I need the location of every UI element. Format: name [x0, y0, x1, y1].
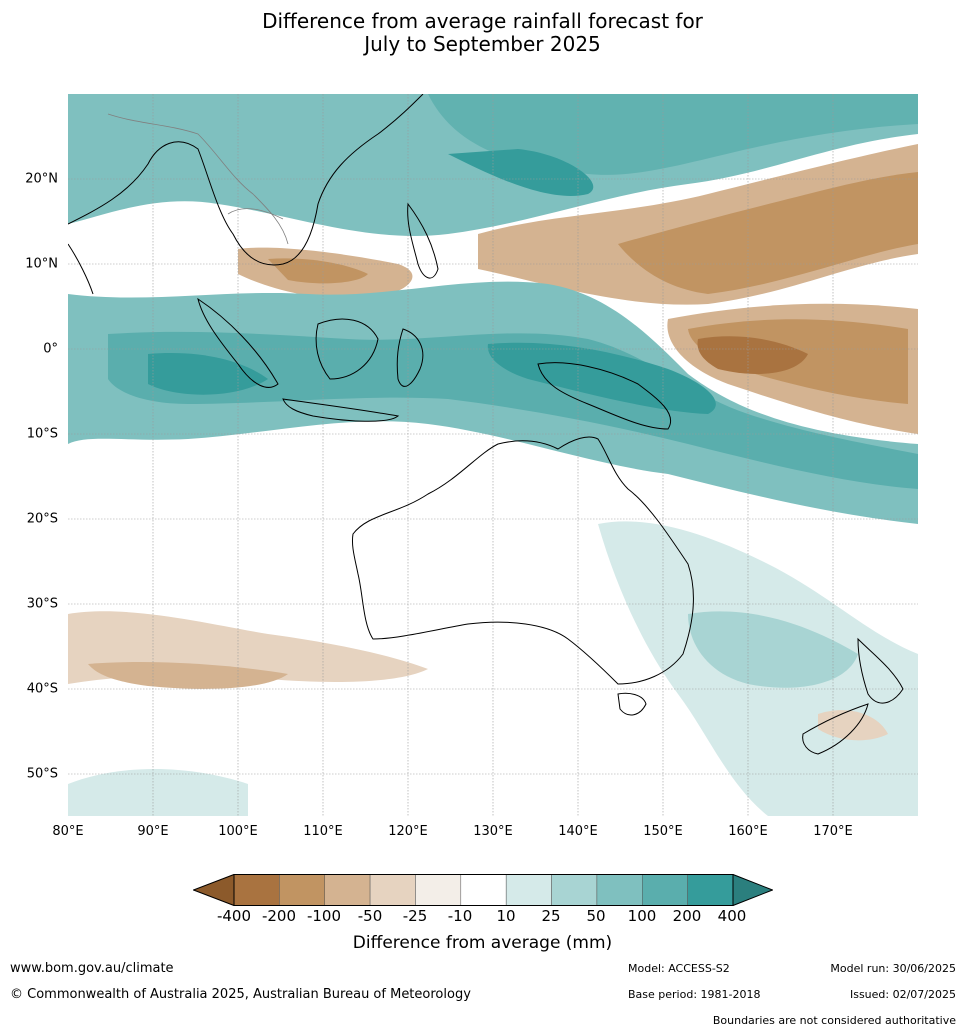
map-title: Difference from average rainfall forecas…	[0, 10, 965, 56]
lat-label-20s: 20°S	[26, 511, 58, 527]
lat-label-20n: 20°N	[25, 171, 58, 187]
asia-coastline	[68, 94, 424, 266]
rainfall-map	[68, 94, 918, 816]
colorbar-tick: -400	[216, 907, 252, 925]
india-coastline	[68, 243, 94, 295]
australia-coastline	[352, 436, 694, 685]
colorbar-cell	[505, 874, 552, 906]
colorbar-tick-labels: -400 -200 -100 -50 -25 -10 10 25 50 100 …	[0, 907, 965, 927]
title-line-2: July to September 2025	[364, 32, 601, 56]
lat-label-10n: 10°N	[25, 256, 58, 272]
colorbar-title: Difference from average (mm)	[352, 933, 613, 953]
lon-label-130e: 130°E	[473, 824, 513, 839]
colorbar-cells	[233, 874, 734, 906]
colorbar-cell	[233, 874, 280, 906]
colorbar-cell	[596, 874, 643, 906]
sumatra-coastline	[197, 297, 279, 388]
title-line-1: Difference from average rainfall forecas…	[262, 9, 703, 33]
colorbar-cell	[460, 874, 507, 906]
model-name: Model: ACCESS-S2	[628, 962, 730, 975]
tasmania-coastline	[617, 692, 647, 716]
colorbar-extend-high	[733, 874, 773, 906]
new-guinea-coastline	[537, 362, 672, 430]
colorbar-cell	[642, 874, 688, 906]
colorbar-tick: 10	[496, 907, 516, 925]
new-zealand-north-coastline	[857, 637, 904, 704]
lat-label-50s: 50°S	[26, 766, 58, 782]
colorbar-extend-low	[193, 874, 234, 906]
colorbar-tick: 400	[717, 907, 747, 925]
lon-label-90e: 90°E	[137, 824, 169, 839]
colorbar-tick: -10	[447, 907, 473, 925]
lon-label-140e: 140°E	[558, 824, 598, 839]
colorbar-cell	[687, 874, 734, 906]
borneo-coastline	[315, 318, 379, 380]
colorbar	[193, 874, 773, 906]
colorbar-cell	[279, 874, 325, 906]
copyright: © Commonwealth of Australia 2025, Austra…	[10, 987, 471, 1002]
base-period: Base period: 1981-2018	[628, 988, 761, 1001]
lon-label-150e: 150°E	[643, 824, 683, 839]
colorbar-tick: 200	[672, 907, 702, 925]
issued-date: Issued: 02/07/2025	[849, 988, 956, 1001]
model-run: Model run: 30/06/2025	[830, 962, 956, 975]
lon-label-100e: 100°E	[218, 824, 258, 839]
lat-label-0: 0°	[43, 341, 58, 357]
website-link[interactable]: www.bom.gov.au/climate	[10, 961, 174, 976]
lat-label-40s: 40°S	[26, 681, 58, 697]
lon-label-120e: 120°E	[388, 824, 428, 839]
colorbar-cell	[369, 874, 416, 906]
sulawesi-coastline	[396, 328, 424, 387]
colorbar-tick: -50	[357, 907, 383, 925]
lon-label-170e: 170°E	[813, 824, 853, 839]
rainfall-anomaly-field	[68, 94, 918, 816]
new-zealand-south-coastline	[802, 703, 869, 755]
java-coastline	[282, 398, 400, 422]
colorbar-cell	[551, 874, 598, 906]
lon-label-110e: 110°E	[303, 824, 343, 839]
colorbar-cell	[324, 874, 371, 906]
colorbar-tick: -25	[402, 907, 428, 925]
philippines-coastline	[407, 202, 439, 279]
colorbar-tick: 50	[586, 907, 606, 925]
colorbar-tick: -200	[261, 907, 297, 925]
lon-label-80e: 80°E	[52, 824, 84, 839]
colorbar-tick: 100	[627, 907, 657, 925]
colorbar-tick: -100	[306, 907, 342, 925]
lat-label-30s: 30°S	[26, 596, 58, 612]
lat-label-10s: 10°S	[26, 426, 58, 442]
lon-label-160e: 160°E	[728, 824, 768, 839]
colorbar-tick: 25	[541, 907, 561, 925]
boundaries-disclaimer: Boundaries are not considered authoritat…	[712, 1014, 956, 1027]
colorbar-cell	[415, 874, 462, 906]
